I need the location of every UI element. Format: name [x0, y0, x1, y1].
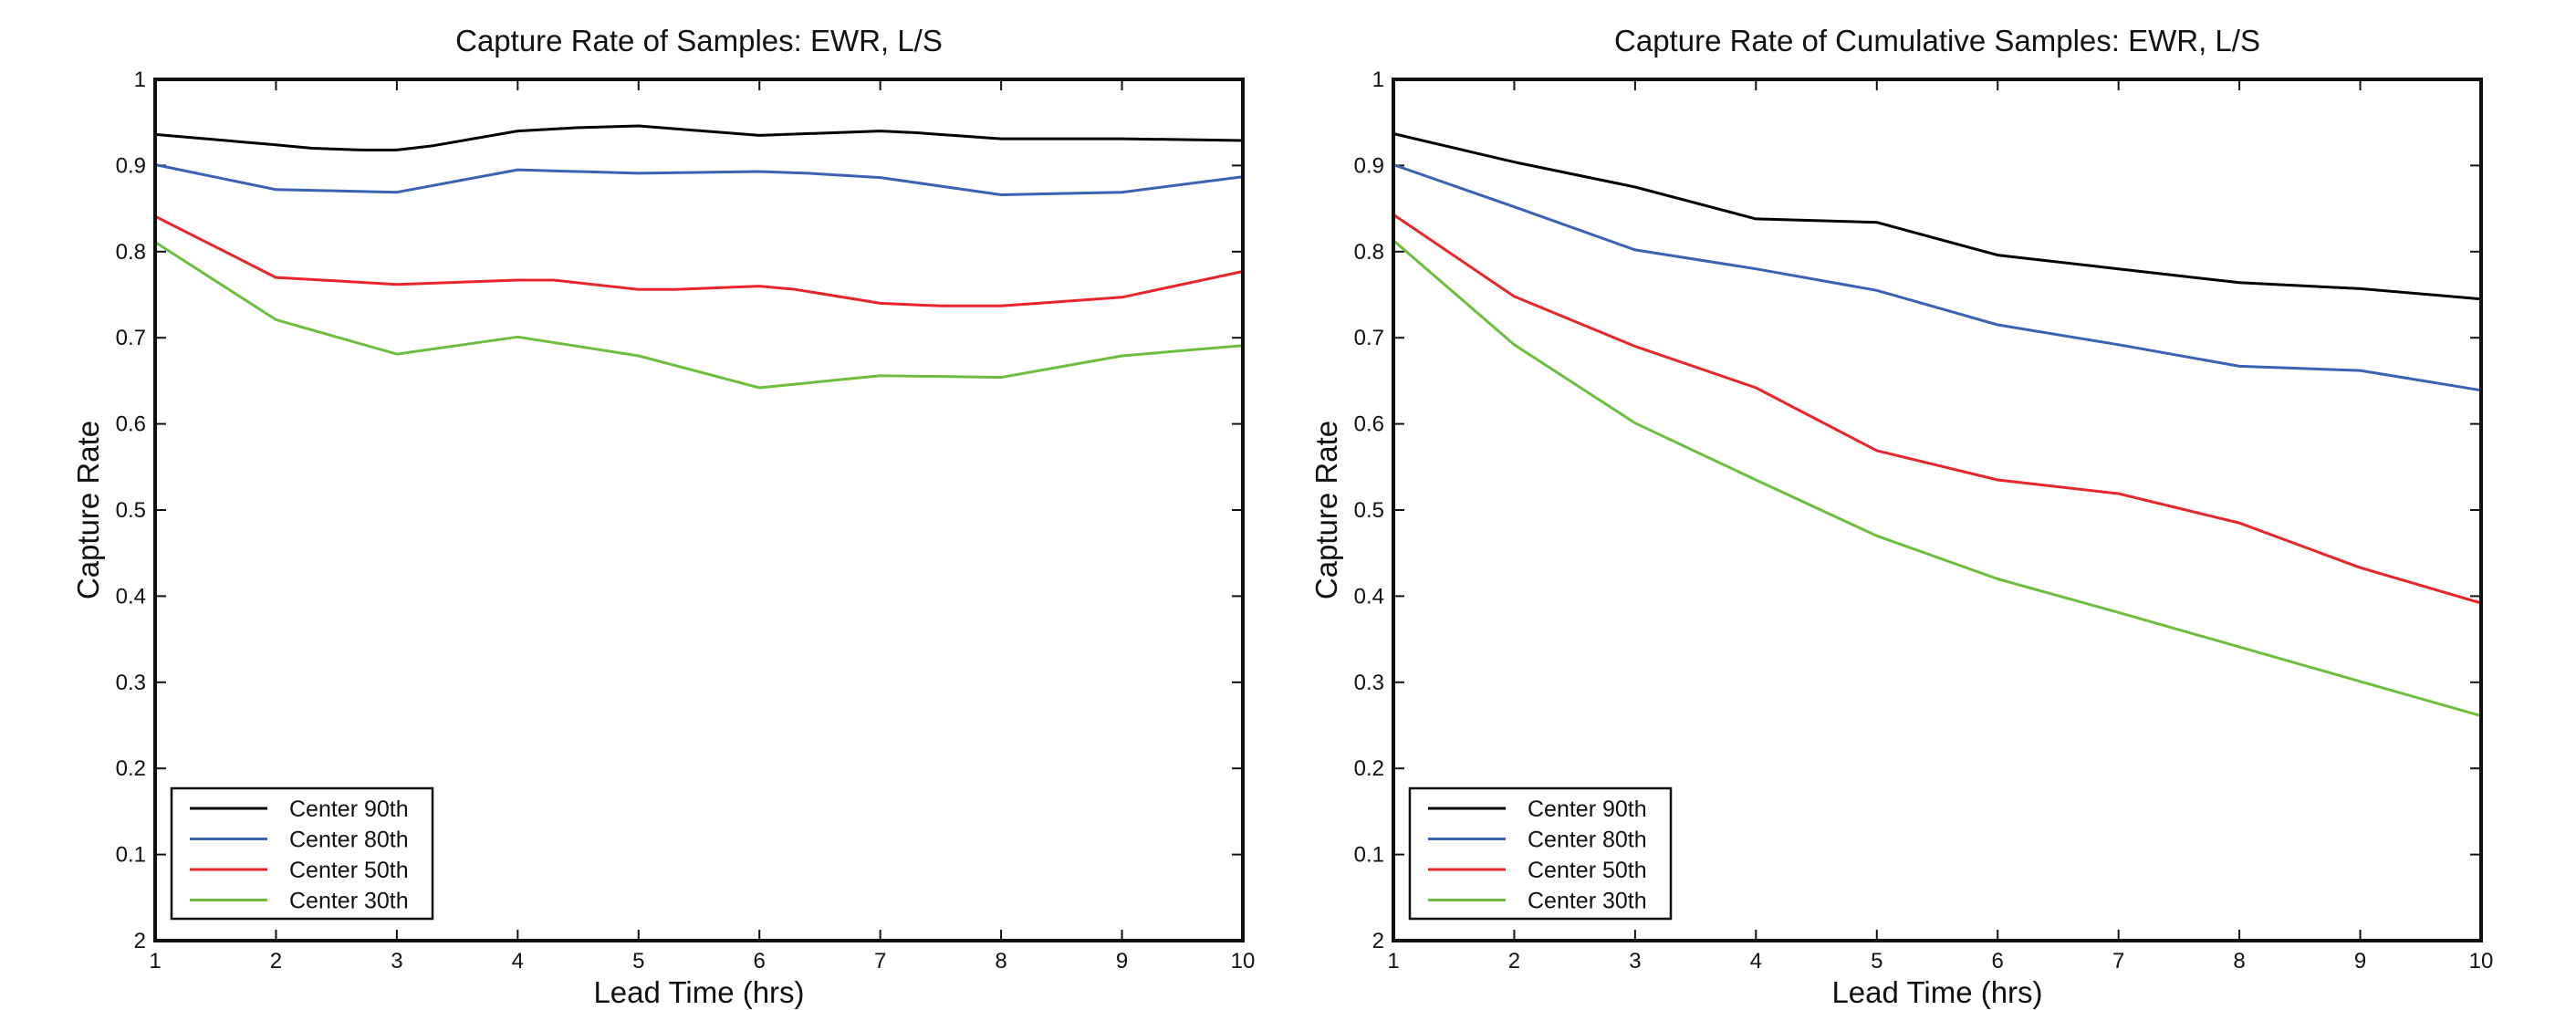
x-tick-label: 3 — [1629, 949, 1641, 974]
series-line-center-90th — [154, 124, 1244, 151]
x-tick-label: 7 — [874, 949, 886, 974]
y-tick-label: 0.3 — [116, 671, 146, 695]
series-line-center-50th — [154, 214, 1244, 307]
y-tick-label: 2 — [1372, 929, 1384, 953]
x-axis-label: Lead Time (hrs) — [1831, 975, 2042, 1009]
legend-label: Center 80th — [289, 828, 409, 853]
chart-title: Capture Rate of Cumulative Samples: EWR,… — [1614, 24, 2260, 57]
x-tick-label: 8 — [2233, 949, 2245, 974]
y-tick-label: 0.2 — [1354, 756, 1384, 781]
plot-frame — [1392, 78, 2483, 942]
legend-box — [170, 786, 434, 921]
y-tick-label: 0.9 — [116, 153, 146, 178]
y-tick-label: 1 — [1372, 68, 1384, 92]
x-tick-label: 8 — [995, 949, 1006, 974]
y-tick-label: 0.4 — [1354, 584, 1384, 609]
y-tick-label: 0.1 — [116, 843, 146, 868]
chart-1: Capture Rate of Samples: EWR, L/S1 2 3 4 5 6 7… — [71, 24, 1255, 1009]
x-tick-label: 10 — [2469, 949, 2494, 974]
y-tick-label: 2 — [134, 929, 146, 953]
x-tick-label: 6 — [1992, 949, 2004, 974]
x-axis-label: Lead Time (hrs) — [593, 975, 804, 1009]
y-tick-label: 0.4 — [116, 584, 146, 609]
y-tick-label: 0.2 — [116, 756, 146, 781]
x-tick-label: 5 — [1871, 949, 1882, 974]
x-tick-label: 3 — [391, 949, 402, 974]
x-tick-label: 2 — [270, 949, 282, 974]
series-line-center-30th — [1392, 239, 2482, 718]
x-tick-label: 9 — [1116, 949, 1128, 974]
y-tick-label: 0.7 — [1354, 326, 1384, 350]
y-tick-label: 0.8 — [116, 240, 146, 265]
chart-title: Capture Rate of Samples: EWR, L/S — [455, 24, 943, 57]
x-tick-label: 5 — [632, 949, 644, 974]
y-tick-label: 0.5 — [1354, 498, 1384, 523]
x-tick-label: 1 — [1387, 949, 1399, 974]
legend-label: Center 50th — [1528, 858, 1647, 883]
series-line-center-80th — [1392, 163, 2482, 392]
y-axis-label: Capture Rate — [71, 421, 105, 599]
series-line-center-90th — [1392, 132, 2482, 301]
legend: Center 90th Center 80th Center 50th Center … — [1408, 786, 1673, 921]
legend-box — [1408, 786, 1673, 921]
y-tick-label: 0.3 — [1354, 671, 1384, 695]
x-tick-label: 1 — [149, 949, 161, 974]
y-tick-label: 0.7 — [116, 326, 146, 350]
y-tick-label: 1 — [134, 68, 146, 92]
plot-frame — [153, 78, 1245, 942]
x-tick-label: 2 — [1508, 949, 1520, 974]
y-tick-label: 0.5 — [116, 498, 146, 523]
chart-2: Capture Rate of Cumulative Samples: EWR,… — [1309, 24, 2493, 1009]
x-tick-label: 4 — [1750, 949, 1762, 974]
series-line-center-30th — [154, 241, 1244, 390]
legend-label: Center 80th — [1528, 828, 1647, 853]
y-tick-label: 0.8 — [1354, 240, 1384, 265]
legend: Center 90th Center 80th Center 50th Center … — [170, 786, 434, 921]
x-tick-label: 9 — [2354, 949, 2366, 974]
series-line-center-50th — [1392, 213, 2482, 605]
legend-label: Center 30th — [1528, 889, 1647, 914]
legend-label: Center 90th — [1528, 797, 1647, 822]
y-axis-label: Capture Rate — [1309, 421, 1343, 599]
legend-label: Center 30th — [289, 889, 409, 914]
y-tick-label: 0.9 — [1354, 153, 1384, 178]
x-tick-label: 7 — [2112, 949, 2124, 974]
y-tick-label: 0.6 — [116, 412, 146, 437]
y-tick-label: 0.6 — [1354, 412, 1384, 437]
legend-label: Center 50th — [289, 858, 409, 883]
y-tick-label: 0.1 — [1354, 843, 1384, 868]
x-tick-label: 6 — [754, 949, 766, 974]
series-line-center-80th — [154, 163, 1244, 196]
x-tick-label: 10 — [1231, 949, 1256, 974]
x-tick-label: 4 — [512, 949, 524, 974]
legend-label: Center 90th — [289, 797, 409, 822]
